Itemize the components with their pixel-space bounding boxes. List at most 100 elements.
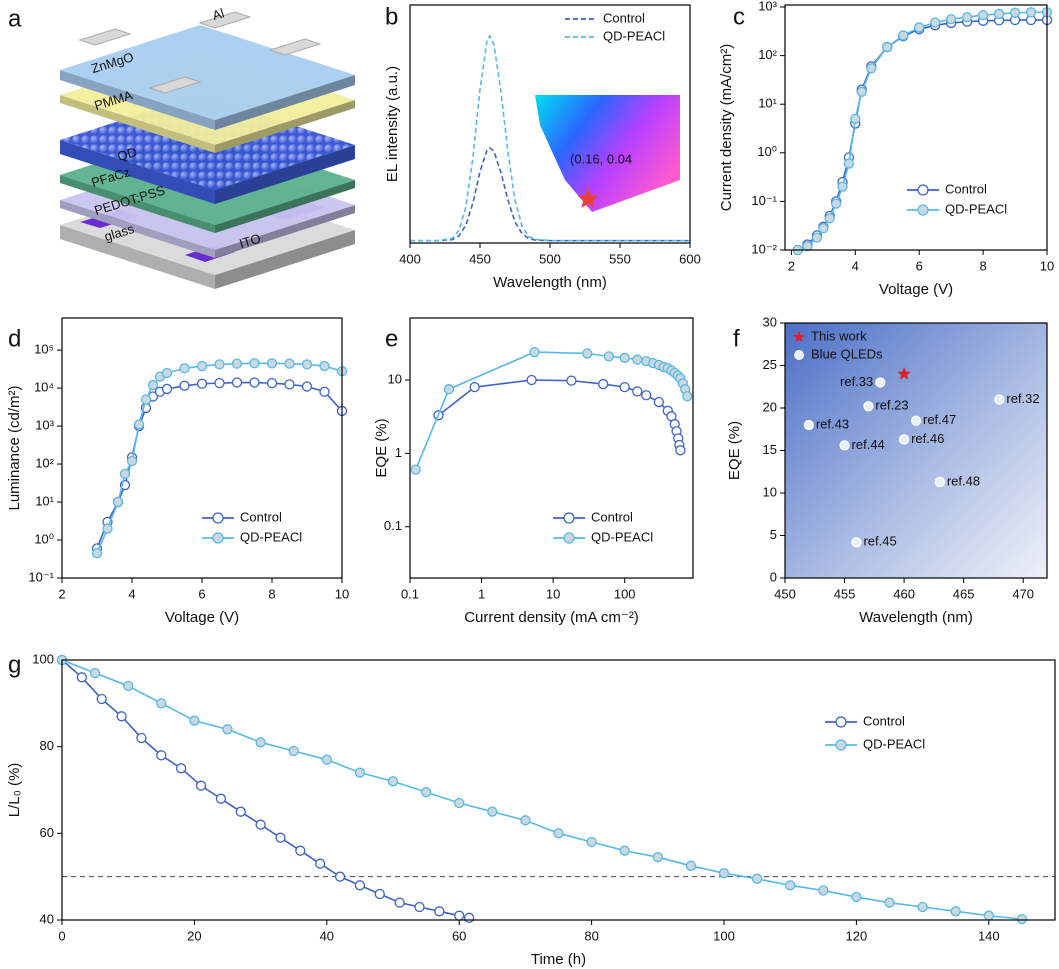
- data-point: [682, 391, 693, 402]
- layer-side: [215, 100, 355, 153]
- legend-marker: [212, 532, 224, 544]
- y-axis-title: Current density (mA/cm²): [718, 44, 735, 212]
- point-label: ref.47: [923, 412, 956, 427]
- data-point: [751, 873, 763, 884]
- data-point: [161, 383, 173, 395]
- panel-letter: c: [733, 3, 745, 30]
- data-point: [334, 871, 346, 882]
- y-tick-label: 0: [770, 569, 777, 584]
- x-tick-label: 1: [478, 586, 485, 601]
- y-tick-label: 0.1: [384, 518, 402, 533]
- data-point: [652, 852, 663, 863]
- panel-letter: d: [8, 325, 21, 352]
- data-point: [414, 901, 425, 913]
- data-point: [818, 885, 829, 896]
- panel-letter: b: [385, 3, 398, 30]
- data-point: [288, 745, 299, 757]
- x-tick-label: 465: [953, 586, 975, 601]
- y-tick-label: 5: [770, 527, 777, 542]
- data-point: [1009, 7, 1021, 18]
- al-electrode: [198, 11, 252, 29]
- legend-label: Control: [591, 509, 633, 524]
- x-tick-label: 10: [1040, 258, 1054, 273]
- legend-marker: [835, 716, 847, 728]
- data-point: [119, 468, 131, 480]
- data-point: [619, 381, 630, 393]
- data-point: [977, 10, 989, 21]
- data-point: [837, 181, 848, 192]
- data-point: [811, 232, 823, 243]
- data-point: [950, 906, 961, 917]
- data-point: [718, 868, 730, 879]
- x-tick-label: 450: [469, 251, 491, 266]
- data-point: [354, 880, 366, 891]
- legend-label: This work: [811, 328, 867, 343]
- data-point: [136, 732, 147, 744]
- layer-side: [60, 70, 215, 130]
- plot-frame: [409, 4, 691, 244]
- x-tick-label: 400: [399, 251, 421, 266]
- data-point: [443, 384, 455, 395]
- data-point: [945, 14, 957, 25]
- y-tick-label: 80: [40, 738, 54, 753]
- x-tick-label: 2: [788, 258, 795, 273]
- data-point: [875, 377, 886, 388]
- data-point: [284, 358, 295, 369]
- layer-side: [215, 75, 355, 130]
- legend-label: Control: [863, 713, 905, 728]
- data-point: [189, 715, 200, 726]
- plot-frame: [784, 4, 1048, 251]
- legend-marker: [793, 331, 805, 342]
- plot-frame: [61, 317, 343, 579]
- layer-label: ITO: [237, 231, 262, 252]
- point-label: ref.44: [852, 437, 885, 452]
- data-point: [102, 523, 113, 534]
- y-axis-title: Luminance (cd/m²): [6, 385, 23, 510]
- y-axis-title: EQE (%): [726, 421, 743, 480]
- x-tick-label: 455: [834, 586, 856, 601]
- series-line: [410, 34, 690, 242]
- data-point: [675, 445, 686, 456]
- point-label: ref.32: [1006, 391, 1039, 406]
- data-point: [196, 360, 208, 372]
- data-point: [553, 828, 564, 839]
- data-point: [76, 672, 88, 683]
- x-tick-label: 550: [609, 251, 631, 266]
- data-point: [598, 378, 609, 390]
- data-point: [394, 897, 405, 908]
- x-tick-label: 500: [539, 251, 561, 266]
- y-tick-label: 10: [763, 484, 777, 499]
- y-tick-label: 20: [763, 399, 777, 414]
- legend-marker: [212, 512, 224, 524]
- legend-marker: [563, 532, 575, 544]
- data-point: [934, 476, 945, 488]
- series-line: [797, 11, 1047, 251]
- data-point: [156, 750, 167, 761]
- legend-marker: [835, 739, 847, 751]
- x-tick-label: 600: [679, 251, 701, 266]
- data-point: [632, 354, 643, 365]
- layer-side: [60, 140, 215, 204]
- data-point: [802, 241, 813, 252]
- y-tick-label: 25: [763, 357, 777, 372]
- data-point: [161, 367, 173, 379]
- data-point: [420, 787, 432, 798]
- data-point: [897, 367, 911, 380]
- data-point: [387, 776, 399, 787]
- x-tick-label: 10: [335, 586, 349, 601]
- data-point: [851, 891, 862, 903]
- data-point: [249, 377, 260, 388]
- al-electrode: [78, 28, 132, 46]
- point-label: ref.46: [911, 431, 944, 446]
- x-tick-label: 6: [198, 586, 205, 601]
- y-tick-label: 100: [32, 651, 54, 666]
- data-point: [96, 693, 107, 705]
- data-point: [374, 888, 385, 900]
- data-point: [176, 763, 187, 774]
- x-axis-title: Voltage (V): [879, 281, 953, 298]
- y-tick-label: 10³: [35, 418, 54, 433]
- data-point: [910, 415, 922, 426]
- x-tick-label: 450: [774, 586, 796, 601]
- x-tick-label: 40: [320, 928, 334, 943]
- data-point: [785, 880, 796, 891]
